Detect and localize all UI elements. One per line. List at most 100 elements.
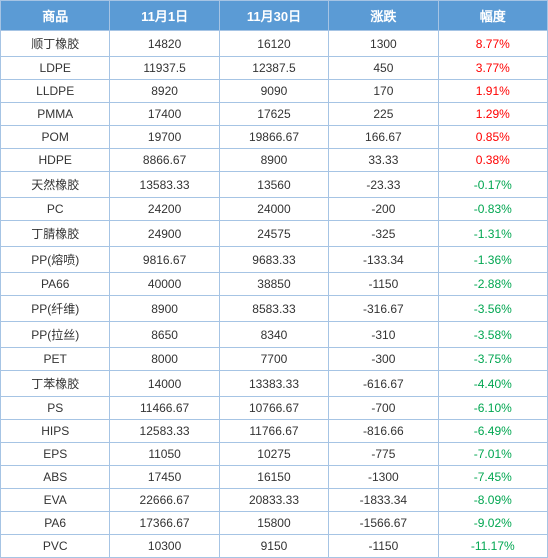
cell-start: 22666.67 [110,489,219,512]
cell-end: 12387.5 [219,57,328,80]
table-row: PET80007700-300-3.75% [1,348,548,371]
cell-pct: -1.36% [438,247,547,273]
cell-end: 8900 [219,149,328,172]
table-row: PP(纤维)89008583.33-316.67-3.56% [1,296,548,322]
col-date-start: 11月1日 [110,1,219,31]
table-row: PP(拉丝)86508340-310-3.58% [1,322,548,348]
cell-diff: -325 [329,221,438,247]
cell-diff: -775 [329,443,438,466]
cell-end: 10275 [219,443,328,466]
cell-start: 24200 [110,198,219,221]
cell-product: PP(纤维) [1,296,110,322]
cell-product: EVA [1,489,110,512]
cell-pct: 1.29% [438,103,547,126]
table-row: 顺丁橡胶148201612013008.77% [1,31,548,57]
cell-end: 10766.67 [219,397,328,420]
table-row: LDPE11937.512387.54503.77% [1,57,548,80]
cell-pct: -3.75% [438,348,547,371]
cell-diff: -1300 [329,466,438,489]
cell-start: 9816.67 [110,247,219,273]
cell-end: 8583.33 [219,296,328,322]
cell-pct: 0.85% [438,126,547,149]
cell-diff: -616.67 [329,371,438,397]
cell-diff: -316.67 [329,296,438,322]
table-row: POM1970019866.67166.670.85% [1,126,548,149]
cell-product: LDPE [1,57,110,80]
cell-start: 24900 [110,221,219,247]
cell-product: 丁腈橡胶 [1,221,110,247]
cell-start: 8000 [110,348,219,371]
cell-start: 8650 [110,322,219,348]
cell-end: 9150 [219,535,328,558]
cell-diff: 225 [329,103,438,126]
cell-pct: -11.17% [438,535,547,558]
table-row: LLDPE892090901701.91% [1,80,548,103]
cell-product: 丁苯橡胶 [1,371,110,397]
cell-product: PP(拉丝) [1,322,110,348]
cell-start: 14000 [110,371,219,397]
cell-product: HDPE [1,149,110,172]
cell-start: 14820 [110,31,219,57]
cell-diff: 166.67 [329,126,438,149]
cell-product: POM [1,126,110,149]
cell-pct: -1.31% [438,221,547,247]
cell-pct: -8.09% [438,489,547,512]
cell-pct: -7.01% [438,443,547,466]
table-row: PA664000038850-1150-2.88% [1,273,548,296]
cell-start: 17450 [110,466,219,489]
cell-start: 12583.33 [110,420,219,443]
cell-product: EPS [1,443,110,466]
cell-diff: -200 [329,198,438,221]
cell-product: ABS [1,466,110,489]
cell-end: 17625 [219,103,328,126]
table-row: 丁苯橡胶1400013383.33-616.67-4.40% [1,371,548,397]
cell-diff: -1150 [329,273,438,296]
table-row: 天然橡胶13583.3313560-23.33-0.17% [1,172,548,198]
cell-start: 8900 [110,296,219,322]
cell-product: PET [1,348,110,371]
cell-start: 11050 [110,443,219,466]
cell-pct: -6.49% [438,420,547,443]
cell-diff: -300 [329,348,438,371]
cell-start: 11937.5 [110,57,219,80]
cell-pct: -3.56% [438,296,547,322]
cell-product: PA66 [1,273,110,296]
cell-diff: -816.66 [329,420,438,443]
cell-end: 7700 [219,348,328,371]
table-row: 丁腈橡胶2490024575-325-1.31% [1,221,548,247]
cell-start: 13583.33 [110,172,219,198]
cell-start: 19700 [110,126,219,149]
col-date-end: 11月30日 [219,1,328,31]
table-header: 商品 11月1日 11月30日 涨跌 幅度 [1,1,548,31]
cell-end: 16150 [219,466,328,489]
cell-product: 天然橡胶 [1,172,110,198]
cell-end: 9090 [219,80,328,103]
cell-end: 8340 [219,322,328,348]
cell-pct: -4.40% [438,371,547,397]
cell-start: 11466.67 [110,397,219,420]
cell-start: 17400 [110,103,219,126]
cell-diff: 170 [329,80,438,103]
table-row: PP(熔喷)9816.679683.33-133.34-1.36% [1,247,548,273]
cell-pct: -6.10% [438,397,547,420]
cell-end: 38850 [219,273,328,296]
table-row: PVC103009150-1150-11.17% [1,535,548,558]
cell-pct: 3.77% [438,57,547,80]
cell-start: 10300 [110,535,219,558]
cell-product: PVC [1,535,110,558]
cell-product: PMMA [1,103,110,126]
table-row: PS11466.6710766.67-700-6.10% [1,397,548,420]
price-table: 商品 11月1日 11月30日 涨跌 幅度 顺丁橡胶14820161201300… [0,0,548,558]
table-row: HDPE8866.67890033.330.38% [1,149,548,172]
col-change: 涨跌 [329,1,438,31]
cell-diff: -310 [329,322,438,348]
cell-pct: -7.45% [438,466,547,489]
cell-end: 19866.67 [219,126,328,149]
cell-start: 8866.67 [110,149,219,172]
table-row: ABS1745016150-1300-7.45% [1,466,548,489]
cell-end: 13383.33 [219,371,328,397]
cell-pct: 1.91% [438,80,547,103]
cell-product: HIPS [1,420,110,443]
cell-pct: -3.58% [438,322,547,348]
cell-product: 顺丁橡胶 [1,31,110,57]
